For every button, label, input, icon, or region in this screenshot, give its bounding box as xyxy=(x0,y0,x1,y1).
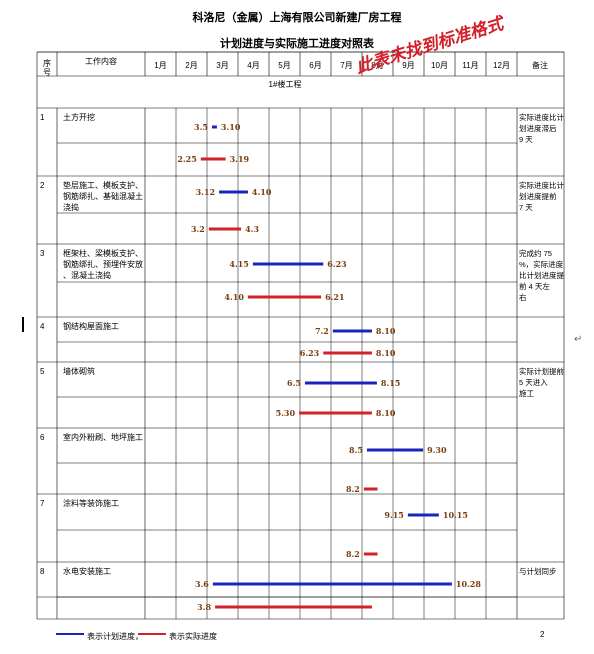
row-number: 3 xyxy=(40,249,45,258)
actual-start-label: 4.10 xyxy=(224,292,244,302)
legend-actual-label: 表示实际进度 xyxy=(169,632,217,641)
paragraph-return-mark: ↵ xyxy=(574,334,583,345)
row-work: 钢筋绑扎、基础混凝土 xyxy=(63,191,143,201)
header-month: 3月 xyxy=(216,61,228,70)
row-work: 钢筋绑扎、预埋件安放 xyxy=(63,259,143,269)
row-remark: 与计划同步 xyxy=(519,566,557,576)
row-remark: 实际计划提前 xyxy=(519,366,564,376)
row-number: 6 xyxy=(40,433,45,442)
actual-end-label: 6.21 xyxy=(325,292,344,302)
row-work: 涂料等装饰施工 xyxy=(63,498,119,508)
plan-end-label: 4.10 xyxy=(252,187,272,197)
row-number: 4 xyxy=(40,322,45,331)
plan-start-label: 9.15 xyxy=(384,510,403,520)
row-work: 垫层施工、模板支护、 xyxy=(63,180,143,190)
actual-start-label: 5.30 xyxy=(276,408,296,418)
actual-start-label: 8.2 xyxy=(346,549,360,559)
row-work: 室内外粉刷、地坪施工 xyxy=(63,432,143,442)
header-remark: 备注 xyxy=(532,60,548,70)
row-number: 2 xyxy=(40,181,45,190)
plan-start-label: 7.2 xyxy=(315,326,329,336)
section-title: 1#楼工程 xyxy=(269,79,302,89)
plan-start-label: 6.5 xyxy=(287,378,301,388)
row-remark: 9 天 xyxy=(519,135,533,144)
row-number: 5 xyxy=(40,367,45,376)
row-work: 框架柱、梁模板支护、 xyxy=(63,248,143,258)
plan-end-label: 10.15 xyxy=(443,510,468,520)
header-month: 2月 xyxy=(185,61,197,70)
plan-end-label: 10.28 xyxy=(456,579,481,589)
row-work: 、混凝土浇捣 xyxy=(63,270,111,280)
page-number: 2 xyxy=(540,630,545,639)
row-remark: 完成约 75 xyxy=(519,248,552,258)
plan-end-label: 8.15 xyxy=(381,378,400,388)
actual-start-label: 2.25 xyxy=(177,154,196,164)
plan-end-label: 3.10 xyxy=(221,122,241,132)
row-remark: 划进度滞后 xyxy=(519,123,557,133)
row-work: 浇捣 xyxy=(63,202,79,212)
plan-start-label: 3.6 xyxy=(195,579,209,589)
document-title: 科洛尼（金属）上海有限公司新建厂房工程 xyxy=(192,11,402,24)
row-work: 土方开挖 xyxy=(63,112,95,122)
row-work: 水电安装施工 xyxy=(63,566,111,576)
header-month: 12月 xyxy=(493,61,510,70)
row-remark: 划进度提前 xyxy=(519,191,557,201)
row-remark: 实际进度比计 xyxy=(519,180,564,190)
header-no: 号 xyxy=(43,68,51,77)
plan-start-label: 8.5 xyxy=(349,445,363,455)
header-month: 1月 xyxy=(154,61,166,70)
plan-start-label: 3.5 xyxy=(194,122,208,132)
row-number: 7 xyxy=(40,499,45,508)
row-remark: 施工 xyxy=(519,388,534,398)
actual-start-label: 3.8 xyxy=(197,602,211,612)
actual-end-label: 8.10 xyxy=(376,408,396,418)
actual-start-label: 6.23 xyxy=(300,348,320,358)
actual-start-label: 8.2 xyxy=(346,484,360,494)
actual-end-label: 4.3 xyxy=(245,224,259,234)
row-number: 1 xyxy=(40,113,45,122)
row-remark: 5 天进入 xyxy=(519,378,548,387)
row-remark: 7 天 xyxy=(519,203,533,212)
header-month: 9月 xyxy=(402,61,414,70)
row-work: 钢结构屋面施工 xyxy=(63,321,119,331)
header-month: 8月 xyxy=(371,61,383,70)
row-remark: 实际进度比计 xyxy=(519,112,564,122)
header-month: 7月 xyxy=(340,61,352,70)
actual-end-label: 8.10 xyxy=(376,348,396,358)
row-remark: %，实际进度 xyxy=(519,259,564,269)
plan-end-label: 8.10 xyxy=(376,326,396,336)
header-month: 5月 xyxy=(278,61,290,70)
plan-start-label: 4.15 xyxy=(229,259,248,269)
actual-end-label: 3.19 xyxy=(230,154,250,164)
row-remark: 前 4 天左 xyxy=(519,281,550,291)
document-subtitle: 计划进度与实际施工进度对照表 xyxy=(220,37,374,50)
plan-end-label: 6.23 xyxy=(327,259,347,269)
plan-start-label: 3.12 xyxy=(196,187,215,197)
legend-plan-label: 表示计划进度， xyxy=(87,632,143,641)
header-month: 6月 xyxy=(309,61,321,70)
header-month: 4月 xyxy=(247,61,259,70)
row-number: 8 xyxy=(40,567,45,576)
row-work: 墙体砌筑 xyxy=(63,366,95,376)
plan-end-label: 9.30 xyxy=(427,445,447,455)
actual-start-label: 3.2 xyxy=(191,224,205,234)
header-no: 序 xyxy=(43,58,51,68)
header-month: 11月 xyxy=(462,61,478,70)
header-month: 10月 xyxy=(431,61,448,70)
row-remark: 右 xyxy=(519,292,527,302)
text-cursor xyxy=(22,317,24,332)
row-remark: 比计划进度提 xyxy=(519,270,564,280)
header-work: 工作内容 xyxy=(85,56,117,66)
